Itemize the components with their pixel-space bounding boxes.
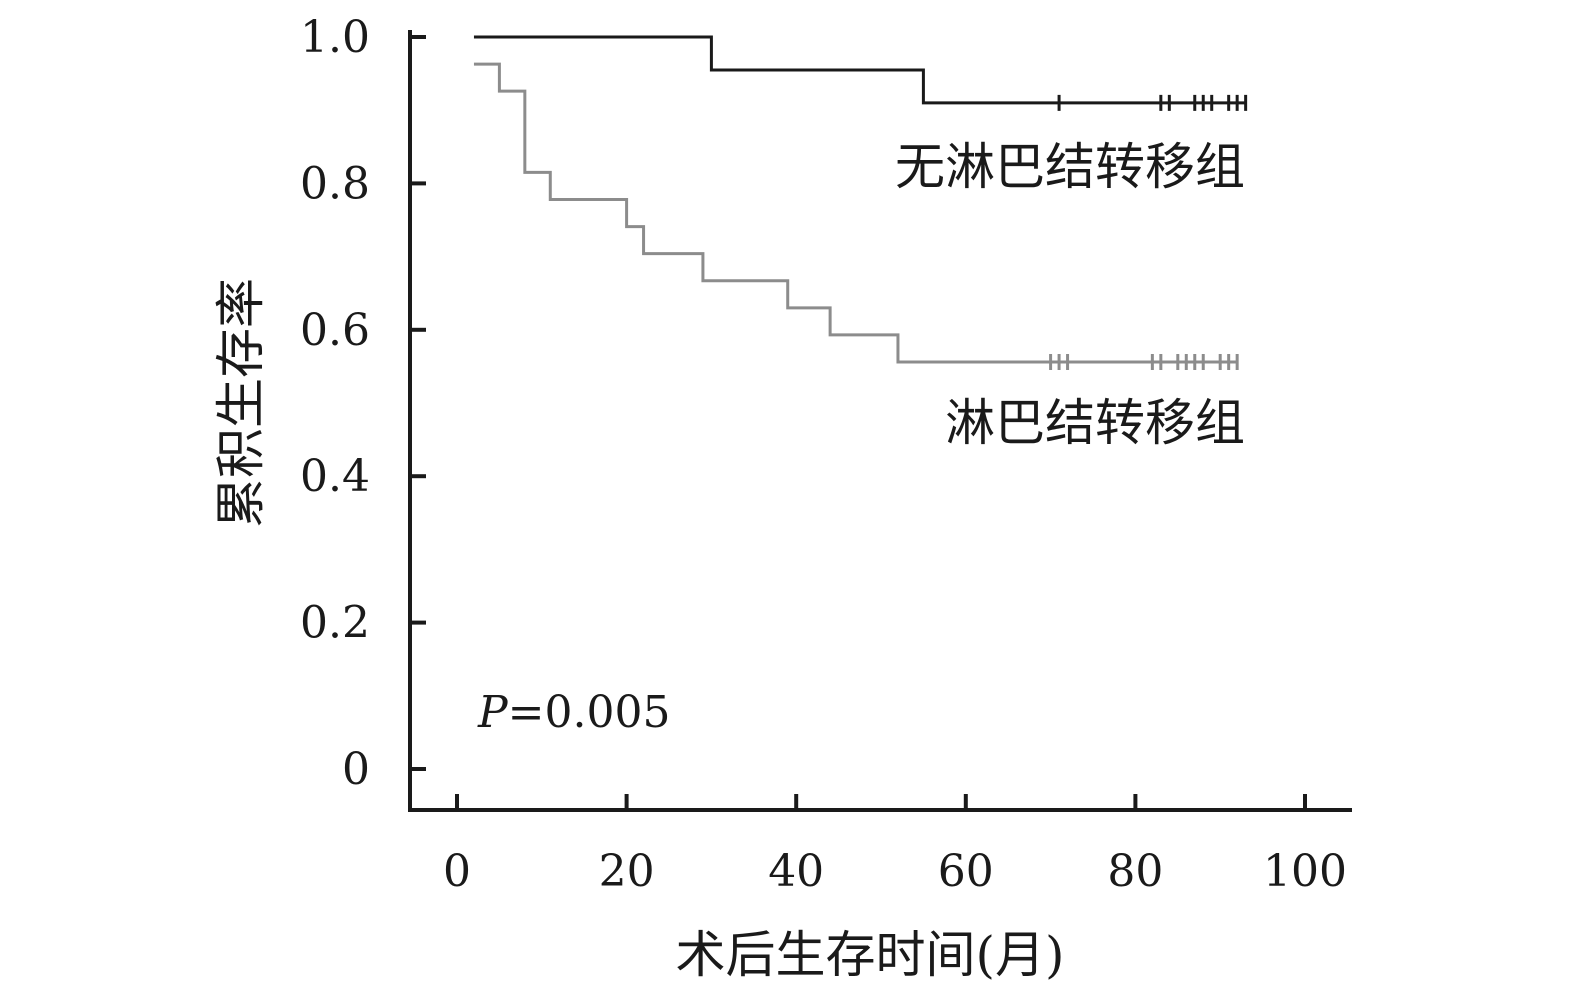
y-tick-label: 0	[342, 744, 370, 795]
y-axis-label: 累积生存率	[212, 278, 270, 528]
survival-curve-1	[473, 62, 1238, 364]
y-tick-label: 0.2	[300, 598, 370, 649]
x-tick-label: 100	[1263, 846, 1347, 897]
x-tick-label: 20	[599, 846, 655, 897]
x-tick-label: 0	[443, 846, 471, 897]
p-value-symbol: P	[477, 687, 509, 738]
y-tick-label: 0.8	[300, 158, 370, 209]
series-layer	[473, 35, 1248, 371]
x-axis-label: 术后生存时间(月)	[675, 926, 1064, 984]
x-tick-label: 60	[938, 846, 994, 897]
axes: 0 0.2 0.4 0.6 0.8 1.0 0 20 40 60 80 100	[300, 12, 1352, 897]
x-tick-label: 80	[1107, 846, 1163, 897]
y-tick-label: 1.0	[300, 12, 370, 63]
p-value-number: =0.005	[508, 687, 671, 738]
series-label-metastasis: 淋巴结转移组	[945, 394, 1245, 452]
x-tick-label: 40	[768, 846, 824, 897]
p-value-annotation: P=0.005	[477, 687, 670, 738]
survival-curve-0	[473, 35, 1246, 105]
y-tick-label: 0.6	[300, 305, 370, 356]
series-label-no-metastasis: 无淋巴结转移组	[895, 138, 1245, 196]
y-tick-label: 0.4	[300, 451, 370, 502]
